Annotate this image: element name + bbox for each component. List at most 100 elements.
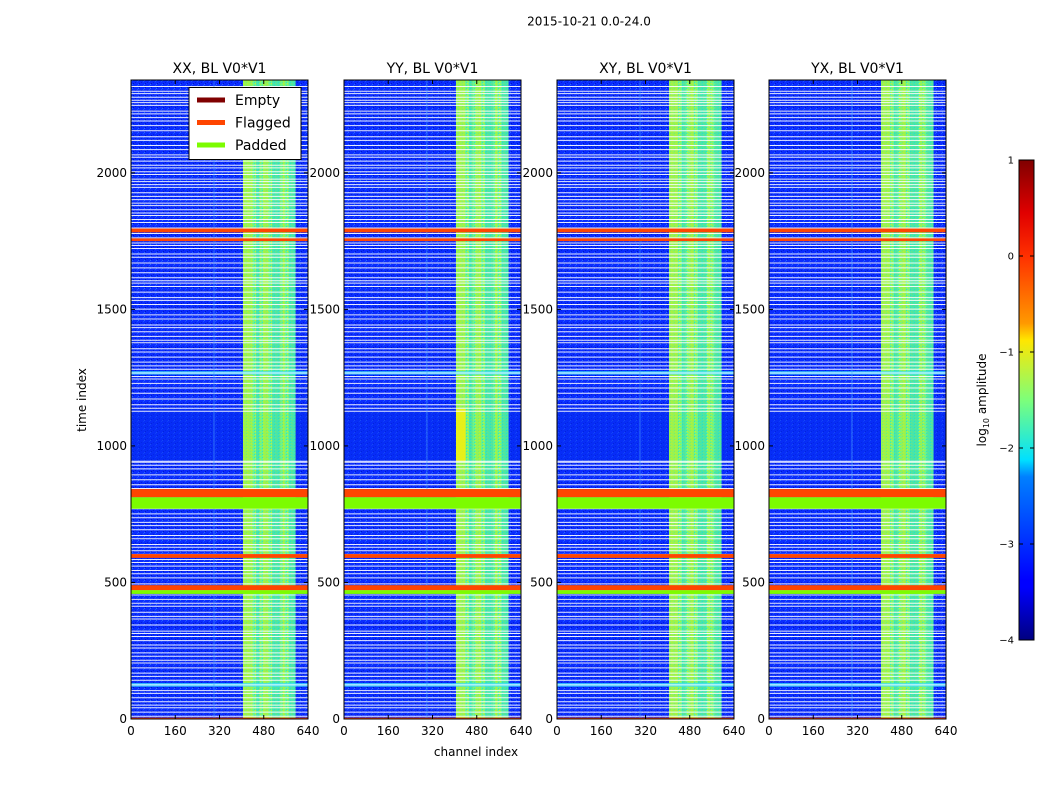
y-tick-label: 2000 <box>734 166 765 180</box>
x-tick-label: 320 <box>634 724 657 738</box>
band-flagged <box>131 228 308 233</box>
band-flagged <box>557 585 734 591</box>
bright-time-row <box>769 372 946 375</box>
band-flagged <box>344 489 521 498</box>
x-tick-label: 640 <box>510 724 533 738</box>
band-flagged <box>131 554 308 558</box>
band-padded <box>131 590 308 594</box>
bright-time-row <box>131 371 308 374</box>
rfi-sub-band <box>881 80 891 719</box>
y-tick-label: 1000 <box>522 439 553 453</box>
heatmap-panels: XX, BL V0*V1 0 160 320 480 640 0 500 1000 1500 200… <box>96 61 957 738</box>
bright-time-row <box>557 372 734 375</box>
x-tick-label: 160 <box>802 724 825 738</box>
y-tick-label: 1500 <box>734 302 765 316</box>
panel-title: XY, BL V0*V1 <box>599 61 692 77</box>
figure-suptitle: 2015-10-21 0.0-24.0 <box>527 15 651 29</box>
panel-title: XX, BL V0*V1 <box>173 61 267 77</box>
x-tick-label: 160 <box>377 724 400 738</box>
y-tick-label: 1500 <box>96 302 127 316</box>
band-flagged <box>131 489 308 498</box>
rfi-bright-patch <box>456 409 466 461</box>
rfi-sub-band <box>272 80 281 719</box>
y-tick-label: 500 <box>742 575 765 589</box>
rfi-sub-band <box>282 80 285 719</box>
x-tick-label: 320 <box>846 724 869 738</box>
band-padded <box>557 590 734 594</box>
x-tick-label: 320 <box>421 724 444 738</box>
rfi-sub-band <box>243 80 253 719</box>
y-tick-label: 500 <box>104 575 127 589</box>
bright-time-row <box>557 683 734 686</box>
x-tick-label: 640 <box>297 724 320 738</box>
colorbar-tick-label: 0 <box>1008 252 1014 263</box>
bright-time-row <box>344 372 521 375</box>
band-flagged <box>557 228 734 233</box>
band-padded <box>769 497 946 509</box>
band-flagged <box>557 554 734 558</box>
x-tick-label: 480 <box>890 724 913 738</box>
bright-time-row <box>344 683 521 686</box>
y-tick-label: 1000 <box>734 439 765 453</box>
bright-time-row <box>557 371 734 374</box>
y-tick-label: 1500 <box>309 302 340 316</box>
band-flagged <box>344 585 521 591</box>
x-tick-label: 0 <box>765 724 773 738</box>
x-tick-label: 480 <box>465 724 488 738</box>
band-padded <box>769 590 946 594</box>
y-tick-label: 1000 <box>96 439 127 453</box>
legend: Empty Flagged Padded <box>188 87 302 160</box>
band-flagged <box>557 238 734 242</box>
bright-time-row <box>131 372 308 375</box>
y-tick-label: 2000 <box>96 166 127 180</box>
rfi-sub-band <box>469 80 473 719</box>
rfi-sub-band <box>476 80 481 719</box>
panel-xx: XX, BL V0*V1 0 160 320 480 640 0 500 1000 1500 200… <box>96 61 319 738</box>
bright-time-row <box>769 683 946 686</box>
panel-xy: XY, BL V0*V1 0 160 320 480 640 0 500 1000 1500 200… <box>522 61 745 738</box>
rfi-sub-band <box>263 80 268 719</box>
y-tick-label: 0 <box>332 712 340 726</box>
rfi-sub-band <box>894 80 898 719</box>
panel-yy: YY, BL V0*V1 0 160 320 480 640 0 500 1000 1500 200… <box>309 61 532 738</box>
rfi-sub-band <box>495 80 498 719</box>
bright-time-row <box>557 684 734 687</box>
rfi-sub-band <box>708 80 711 719</box>
x-tick-label: 0 <box>127 724 135 738</box>
band-flagged <box>769 554 946 558</box>
band-padded <box>344 497 521 509</box>
legend-label-empty: Empty <box>235 93 280 109</box>
band-flagged <box>344 554 521 558</box>
rfi-sub-band <box>669 80 679 719</box>
band-flagged <box>131 585 308 591</box>
bright-time-row <box>131 684 308 687</box>
rfi-sub-band <box>689 80 694 719</box>
x-tick-label: 640 <box>935 724 958 738</box>
colorbar-label: log10 amplitude <box>975 354 991 447</box>
rfi-sub-band <box>682 80 686 719</box>
panel-yx: YX, BL V0*V1 0 160 320 480 640 0 500 1000 1500 200… <box>734 61 957 738</box>
y-tick-label: 0 <box>545 712 553 726</box>
colorbar-tick-label: −2 <box>999 444 1014 455</box>
x-tick-label: 160 <box>590 724 613 738</box>
band-flagged <box>769 228 946 233</box>
y-tick-label: 500 <box>530 575 553 589</box>
band-flagged <box>769 238 946 242</box>
rfi-sub-band <box>901 80 906 719</box>
rfi-sub-band <box>256 80 260 719</box>
x-axis-label: channel index <box>434 745 518 759</box>
bright-time-row <box>769 684 946 687</box>
rfi-sub-band <box>714 80 722 719</box>
y-tick-label: 2000 <box>522 166 553 180</box>
band-padded <box>131 497 308 509</box>
y-tick-label: 500 <box>317 575 340 589</box>
rfi-sub-band <box>456 80 466 719</box>
x-tick-label: 0 <box>340 724 348 738</box>
legend-label-padded: Padded <box>235 138 287 154</box>
colorbar-gradient <box>1018 159 1035 641</box>
panel-title: YY, BL V0*V1 <box>386 61 479 77</box>
panel-title: YX, BL V0*V1 <box>810 61 904 77</box>
band-flagged <box>769 489 946 498</box>
band-flagged <box>344 238 521 242</box>
